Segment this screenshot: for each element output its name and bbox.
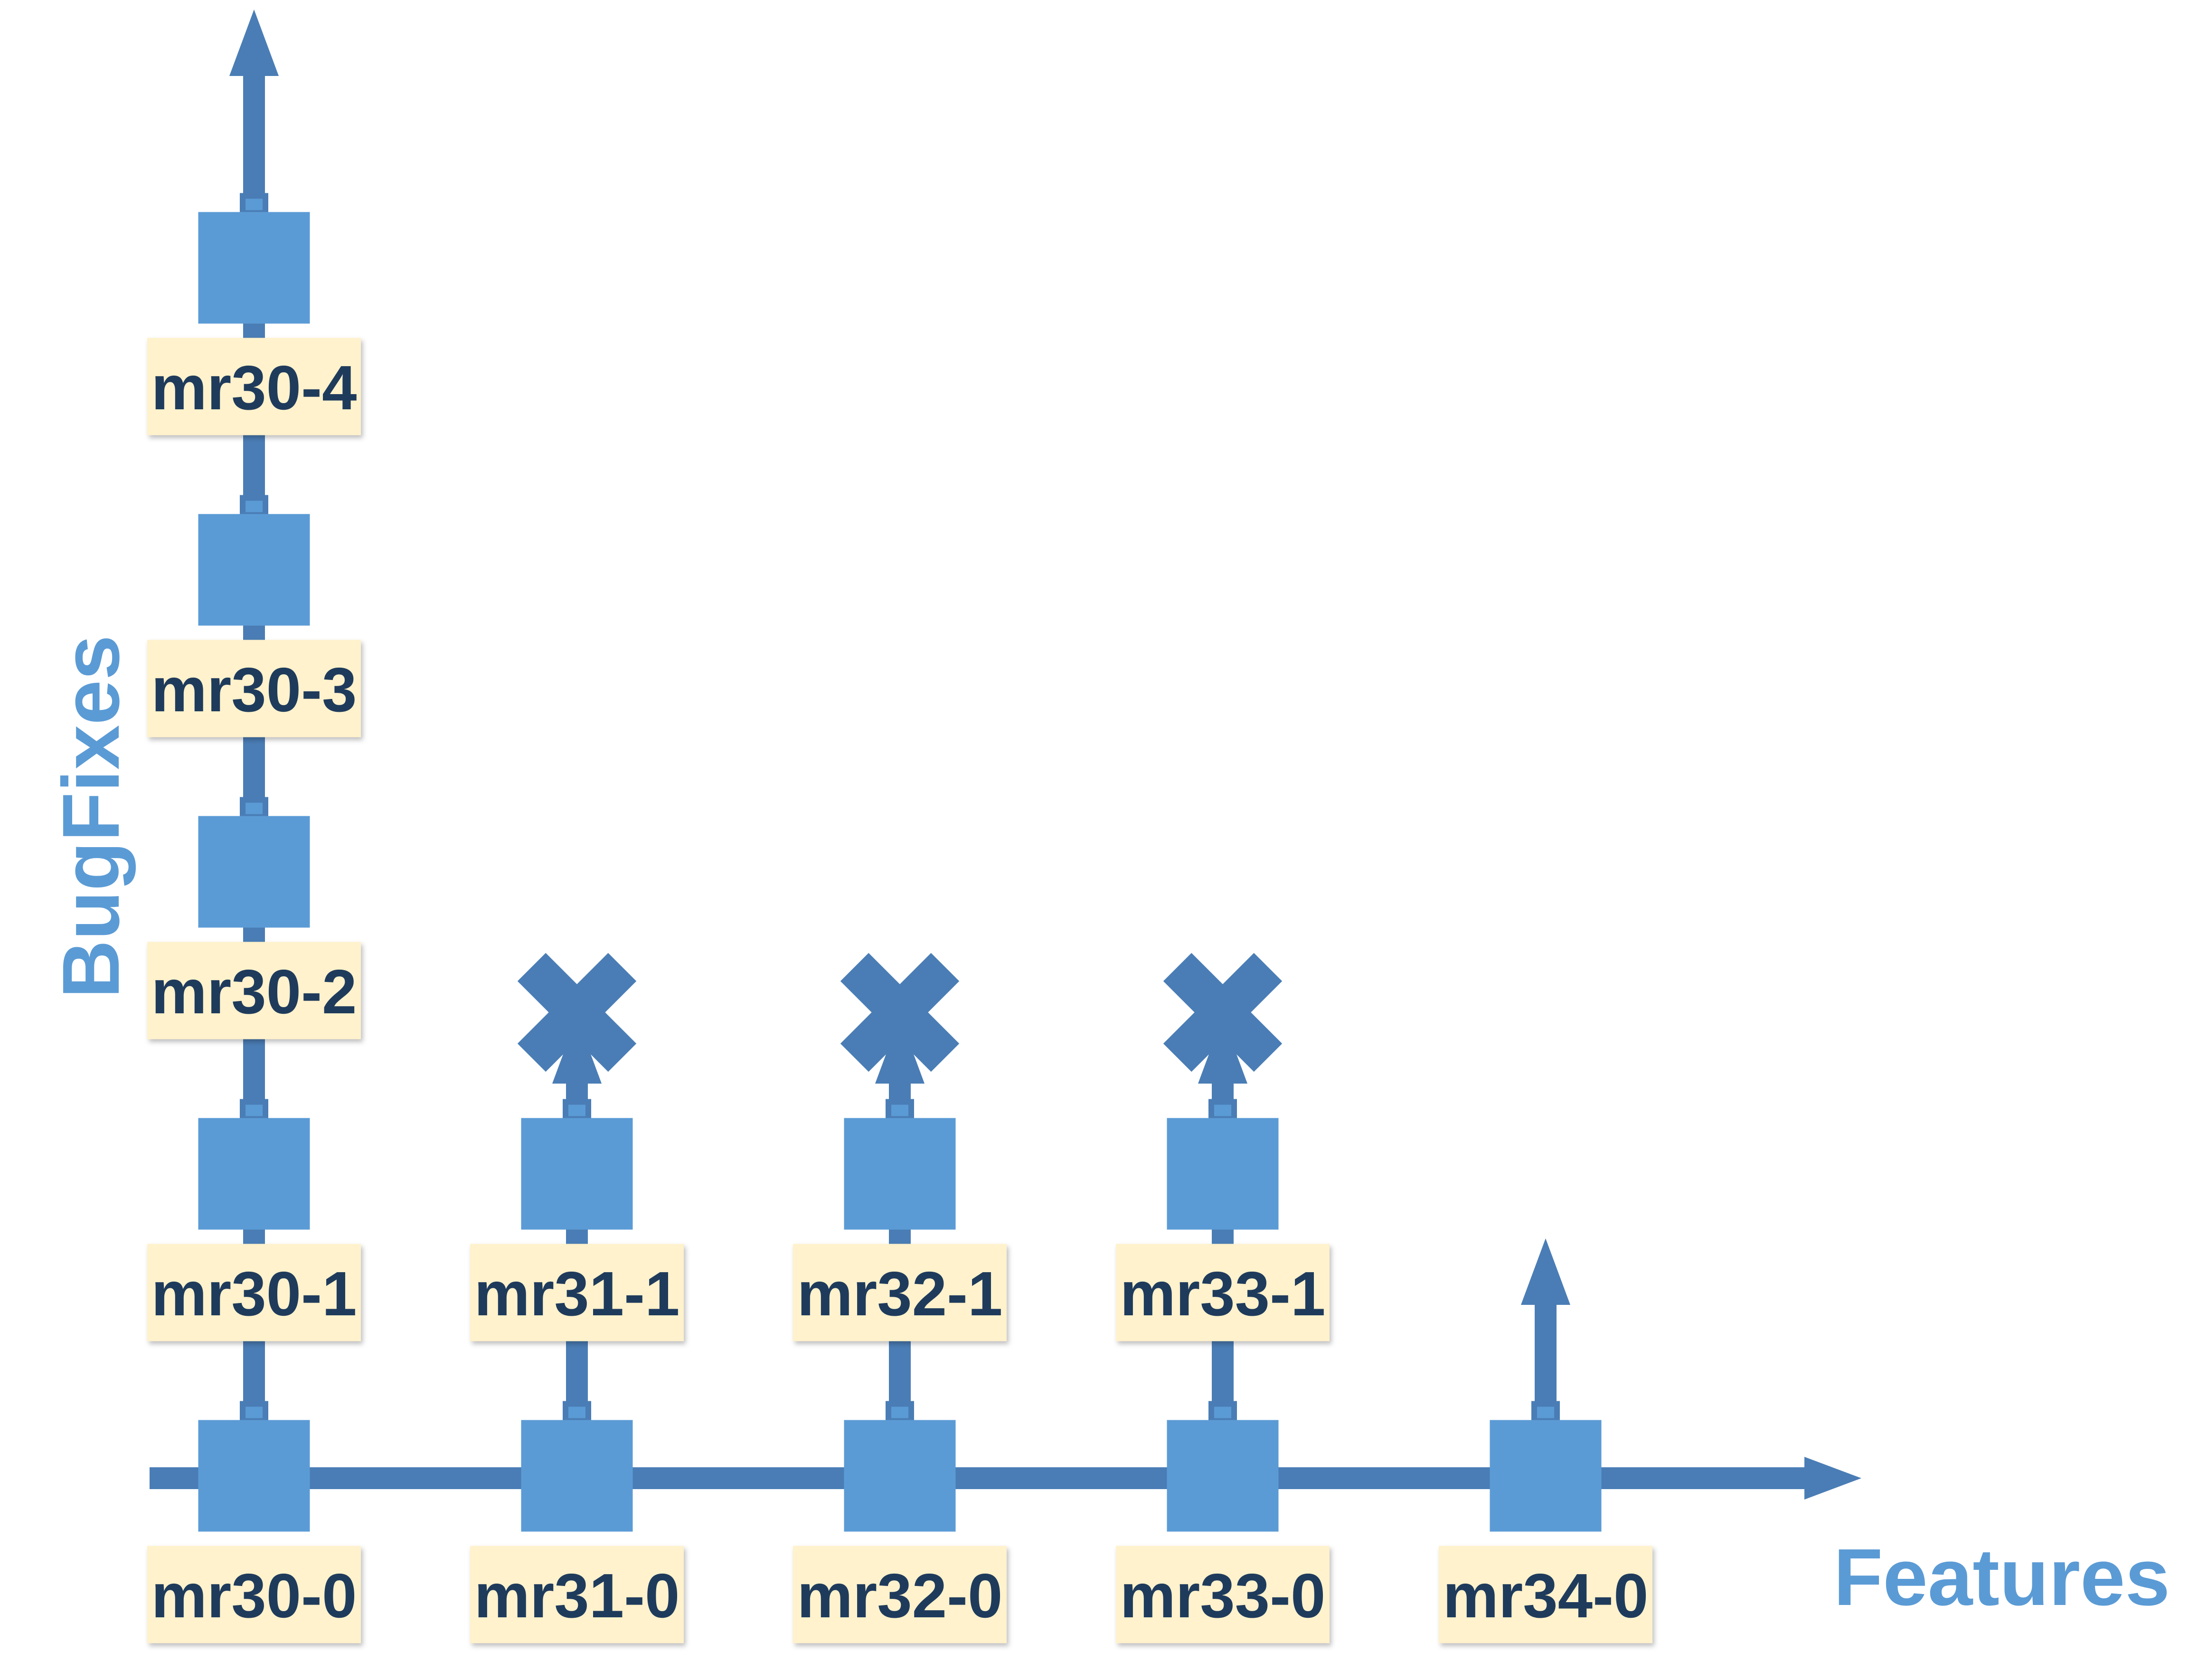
branch-arrowhead: [1521, 1238, 1570, 1305]
release-node: [198, 816, 310, 928]
x-axis-title: Features: [1833, 1532, 2170, 1623]
release-label-box: [147, 942, 361, 1039]
abandoned-x-icon: [840, 953, 960, 1072]
release-label: mr30-1: [151, 1259, 357, 1329]
node-connector-inner: [245, 802, 263, 814]
release-label: mr30-2: [151, 957, 357, 1027]
release-node: [198, 1420, 310, 1532]
release-node: [844, 1420, 956, 1532]
node-connector-inner: [245, 198, 263, 210]
release-label-box: [793, 1244, 1007, 1341]
branch-0: mr30-0 mr30-1 mr30-2 mr30-3 mr30-4: [147, 9, 361, 1643]
abandoned-x-icon: [517, 953, 637, 1072]
branch-arrowhead: [229, 9, 279, 76]
release-label-box: [1116, 1546, 1330, 1643]
branch-1: mr31-0 mr31-1: [470, 953, 684, 1643]
release-label: mr33-1: [1120, 1259, 1326, 1329]
release-node: [198, 1118, 310, 1230]
release-node: [844, 1118, 956, 1230]
release-label-box: [147, 1546, 361, 1643]
release-label-box: [147, 338, 361, 435]
release-label-box: [147, 1244, 361, 1341]
release-label-box: [147, 640, 361, 737]
x-bar: [840, 953, 960, 1072]
node-connector-inner: [245, 1104, 263, 1116]
release-label: mr34-0: [1443, 1561, 1649, 1631]
node-connector-inner: [245, 500, 263, 512]
branches: mr30-0mr30-1mr30-2mr30-3mr30-4mr31-0mr31…: [147, 9, 1652, 1643]
release-label: mr30-0: [151, 1561, 357, 1631]
branch-arrowhead: [552, 1017, 602, 1084]
node-connector-inner: [891, 1104, 908, 1116]
branch-4: mr34-0: [1439, 1238, 1652, 1643]
node-connector-inner: [1214, 1406, 1231, 1418]
node-connector-inner: [1214, 1104, 1231, 1116]
node-connector-inner: [891, 1406, 908, 1418]
node-connector-inner: [245, 1406, 263, 1418]
release-node: [521, 1420, 633, 1532]
features-axis-arrowhead: [1804, 1457, 1861, 1500]
node-connector-inner: [568, 1104, 585, 1116]
release-label: mr32-0: [797, 1561, 1003, 1631]
release-label: mr31-1: [474, 1259, 680, 1329]
branch-3: mr33-0 mr33-1: [1116, 953, 1330, 1643]
release-label: mr33-0: [1120, 1561, 1326, 1631]
release-node: [198, 212, 310, 324]
release-label: mr30-4: [151, 353, 357, 423]
x-bar: [1163, 953, 1283, 1072]
release-node: [1167, 1118, 1279, 1230]
x-bar: [517, 953, 637, 1072]
y-axis-title: BugFixes: [46, 635, 136, 998]
release-label-box: [470, 1546, 684, 1643]
branch-2: mr32-0 mr32-1: [793, 953, 1007, 1643]
release-label: mr31-0: [474, 1561, 680, 1631]
release-label-box: [793, 1546, 1007, 1643]
release-label: mr30-3: [151, 655, 357, 725]
release-node: [521, 1118, 633, 1230]
node-connector-inner: [1537, 1406, 1554, 1418]
release-label-box: [470, 1244, 684, 1341]
release-label-box: [1439, 1546, 1652, 1643]
features-axis: [150, 1457, 1861, 1500]
branch-arrowhead: [1198, 1017, 1247, 1084]
abandoned-x-icon: [1163, 953, 1283, 1072]
release-node: [1167, 1420, 1279, 1532]
node-connector-inner: [568, 1406, 585, 1418]
release-node: [1490, 1420, 1602, 1532]
release-node: [198, 514, 310, 626]
branch-arrowhead: [875, 1017, 925, 1084]
release-label-box: [1116, 1244, 1330, 1341]
release-label: mr32-1: [797, 1259, 1003, 1329]
